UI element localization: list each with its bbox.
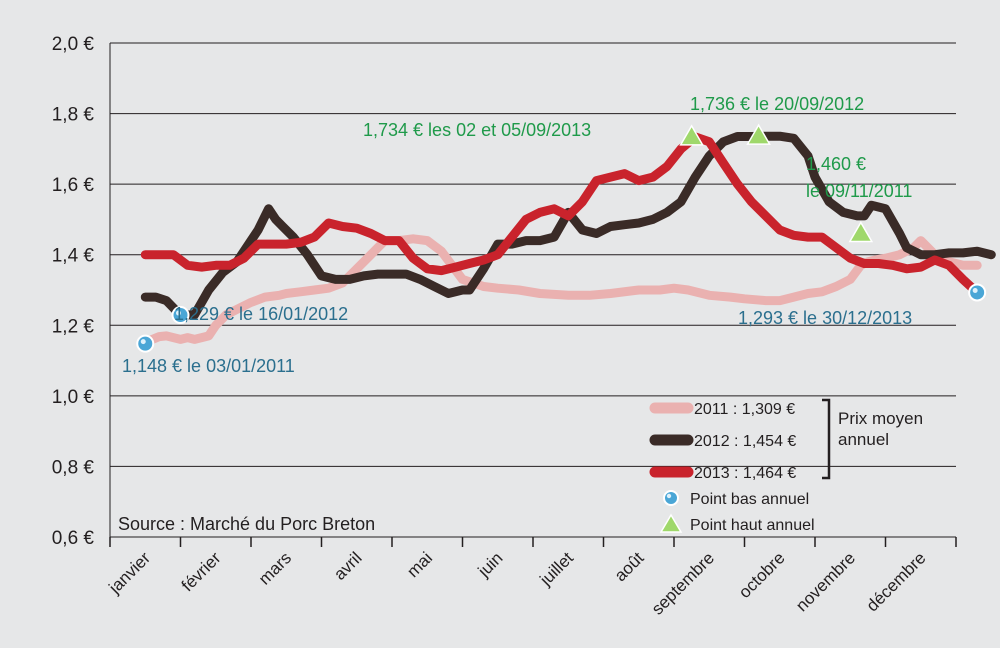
series-lines bbox=[140, 131, 996, 349]
x-tick-label: octobre bbox=[735, 548, 789, 602]
annotations: 1,148 € le 03/01/2011 1,229 € le 16/01/2… bbox=[122, 94, 912, 376]
x-tick-label: juin bbox=[474, 548, 507, 581]
high-label-2011-line2: le 09/11/2011 bbox=[806, 181, 912, 201]
low-label-2013: 1,293 € le 30/12/2013 bbox=[738, 308, 912, 328]
legend-label-2012: 2012 : 1,454 € bbox=[694, 433, 796, 450]
high-label-2011-line1: 1,460 € bbox=[806, 154, 866, 174]
series-line-2012 bbox=[140, 131, 996, 320]
legend-bracket bbox=[822, 398, 831, 480]
legend-high-label: Point haut annuel bbox=[690, 517, 815, 534]
x-axis: janvier février mars avril mai juin juillet aoû… bbox=[105, 537, 957, 619]
x-tick-label: janvier bbox=[105, 548, 155, 598]
legend-low-label: Point bas annuel bbox=[690, 491, 809, 508]
low-point-marker bbox=[171, 306, 190, 325]
extreme-point-markers bbox=[136, 123, 987, 353]
source-note: Source : Marché du Porc Breton bbox=[118, 514, 375, 534]
x-tick-label: juillet bbox=[536, 548, 578, 590]
low-point-marker bbox=[968, 283, 987, 302]
x-tick-label: décembre bbox=[863, 548, 930, 615]
low-point-marker bbox=[136, 334, 155, 353]
legend-bracket-label-line1: Prix moyen bbox=[838, 409, 923, 428]
x-tick-label: août bbox=[611, 548, 648, 585]
y-tick-label: 1,0 € bbox=[52, 387, 95, 408]
high-point-marker bbox=[848, 221, 874, 243]
y-tick-label: 1,2 € bbox=[52, 316, 95, 337]
x-tick-label: avril bbox=[330, 548, 365, 583]
high-point-marker bbox=[746, 123, 771, 145]
x-tick-label: novembre bbox=[792, 548, 859, 615]
x-tick-label: septembre bbox=[648, 548, 718, 618]
high-label-2013: 1,734 € les 02 et 05/09/2013 bbox=[363, 120, 591, 140]
y-tick-label: 0,6 € bbox=[52, 528, 95, 549]
low-point-highlight bbox=[972, 287, 978, 293]
legend-label-2011: 2011 : 1,309 € bbox=[694, 401, 795, 418]
high-point-marker bbox=[679, 124, 704, 146]
y-tick-label: 0,8 € bbox=[52, 457, 95, 478]
legend-bracket-label-line2: annuel bbox=[838, 430, 889, 449]
legend-label-2013: 2013 : 1,464 € bbox=[694, 465, 796, 482]
x-tick-label: mars bbox=[255, 548, 295, 588]
series-line-2013 bbox=[140, 132, 982, 297]
y-tick-label: 1,8 € bbox=[52, 105, 95, 126]
low-point-highlight bbox=[140, 339, 146, 345]
y-tick-label: 1,6 € bbox=[52, 175, 95, 196]
high-label-2012: 1,736 € le 20/09/2012 bbox=[690, 94, 864, 114]
low-label-2011: 1,148 € le 03/01/2011 bbox=[122, 356, 295, 376]
low-point-highlight bbox=[176, 310, 181, 316]
x-tick-label: février bbox=[178, 548, 225, 595]
legend-low-icon bbox=[663, 490, 679, 506]
x-tick-label: mai bbox=[403, 548, 436, 581]
legend-high-icon bbox=[659, 513, 683, 533]
low-label-2012: 1,229 € le 16/01/2012 bbox=[174, 304, 348, 324]
y-axis-ticks: 0,6 € 0,8 € 1,0 € 1,2 € 1,4 € 1,6 € 1,8 € 2,0 € bbox=[52, 34, 95, 549]
y-tick-label: 1,4 € bbox=[52, 246, 95, 267]
legend: 2011 : 1,309 € 2012 : 1,454 € 2013 : 1,4… bbox=[649, 398, 923, 534]
y-tick-label: 2,0 € bbox=[52, 34, 95, 55]
